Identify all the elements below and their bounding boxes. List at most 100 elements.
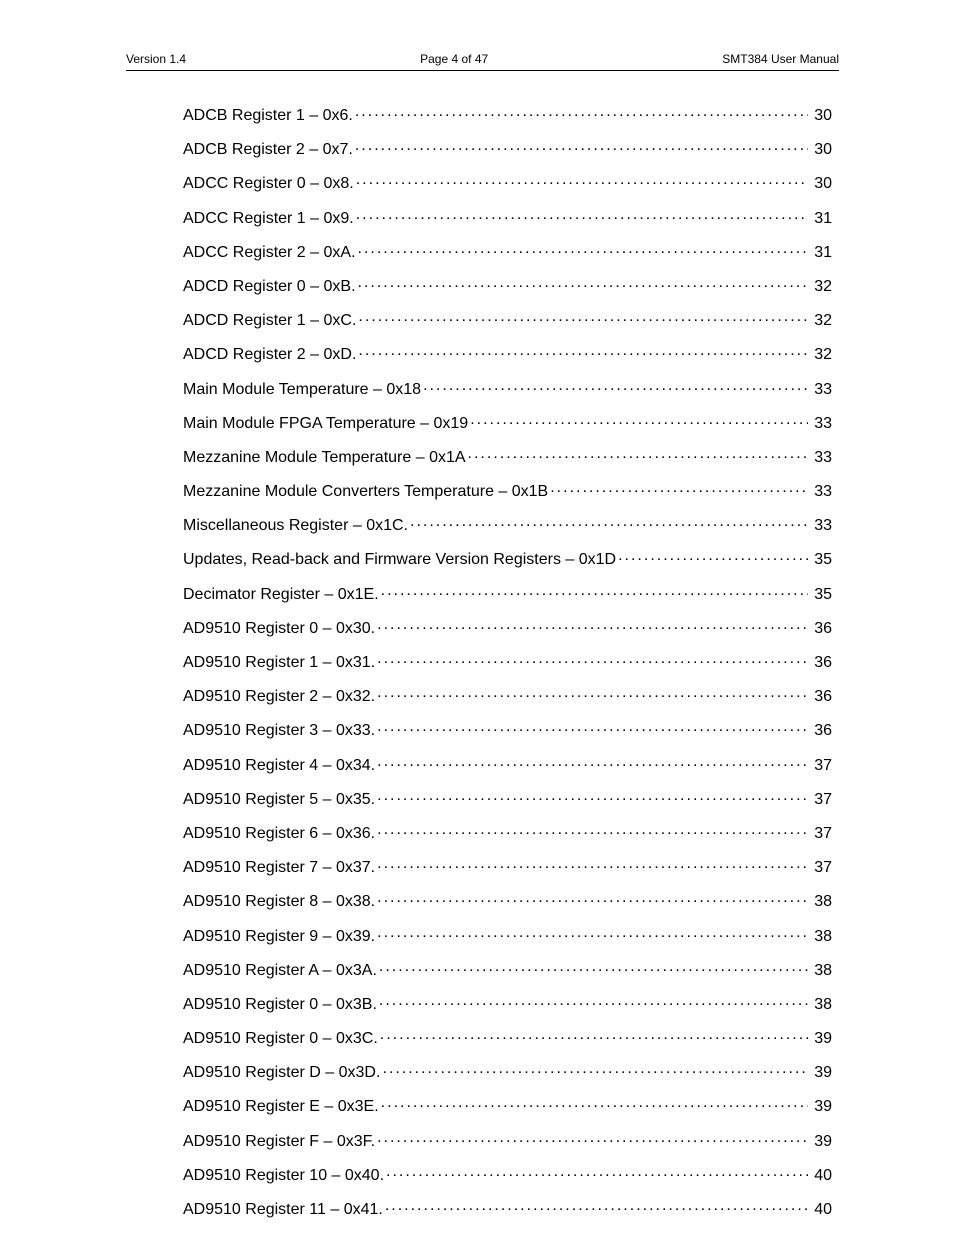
header-rule <box>126 70 839 71</box>
toc-entry[interactable]: AD9510 Register 7 – 0x37. 37 <box>183 856 832 876</box>
header-doc-title: SMT384 User Manual <box>722 52 839 66</box>
toc-entry-page: 36 <box>810 689 832 705</box>
toc-leader-dots <box>377 890 808 906</box>
toc-leader-dots <box>358 309 808 325</box>
toc-entry[interactable]: Decimator Register – 0x1E. 35 <box>183 583 832 603</box>
toc-entry[interactable]: Mezzanine Module Converters Temperature … <box>183 480 832 500</box>
toc-entry[interactable]: Mezzanine Module Temperature – 0x1A33 <box>183 446 832 466</box>
toc-entry-page: 33 <box>810 484 832 500</box>
toc-entry[interactable]: ADCC Register 2 – 0xA.31 <box>183 241 832 261</box>
toc-leader-dots <box>358 275 809 291</box>
toc-entry-title: AD9510 Register 10 – 0x40. <box>183 1168 384 1184</box>
toc-entry-title: ADCB Register 1 – 0x6. <box>183 108 353 124</box>
toc-entry-page: 37 <box>810 826 832 842</box>
toc-leader-dots <box>379 993 808 1009</box>
toc-leader-dots <box>355 104 808 120</box>
toc-entry[interactable]: ADCD Register 1 – 0xC. 32 <box>183 309 832 329</box>
toc-entry-page: 38 <box>810 929 832 945</box>
toc-entry[interactable]: AD9510 Register 4 – 0x34. 37 <box>183 754 832 774</box>
toc-entry-title: AD9510 Register 0 – 0x3B. <box>183 997 377 1013</box>
toc-entry[interactable]: Updates, Read-back and Firmware Version … <box>183 548 832 568</box>
toc-entry[interactable]: AD9510 Register 1 – 0x31. 36 <box>183 651 832 671</box>
toc-entry[interactable]: AD9510 Register A – 0x3A. 38 <box>183 959 832 979</box>
toc-entry-title: AD9510 Register D – 0x3D. <box>183 1065 380 1081</box>
toc-entry-title: Mezzanine Module Converters Temperature … <box>183 484 548 500</box>
toc-entry-page: 36 <box>810 655 832 671</box>
toc-entry[interactable]: AD9510 Register 2 – 0x32. 36 <box>183 685 832 705</box>
toc-entry[interactable]: Main Module Temperature – 0x1833 <box>183 378 832 398</box>
toc-entry[interactable]: ADCD Register 2 – 0xD.32 <box>183 343 832 363</box>
toc-leader-dots <box>377 719 808 735</box>
toc-entry[interactable]: ADCB Register 2 – 0x7.30 <box>183 138 832 158</box>
toc-entry-title: AD9510 Register E – 0x3E. <box>183 1099 379 1115</box>
toc-entry-title: ADCD Register 0 – 0xB. <box>183 279 356 295</box>
toc-entry-page: 35 <box>810 587 832 603</box>
toc-entry-title: AD9510 Register 3 – 0x33. <box>183 723 375 739</box>
toc-entry-title: AD9510 Register 0 – 0x3C. <box>183 1031 378 1047</box>
toc-leader-dots <box>381 1095 809 1111</box>
toc-leader-dots <box>377 754 808 770</box>
toc-entry-page: 38 <box>810 894 832 910</box>
toc-entry[interactable]: AD9510 Register 0 – 0x30. 36 <box>183 617 832 637</box>
toc-entry-title: AD9510 Register 6 – 0x36. <box>183 826 375 842</box>
toc-entry[interactable]: Main Module FPGA Temperature – 0x1933 <box>183 412 832 432</box>
toc-entry-title: AD9510 Register 2 – 0x32. <box>183 689 375 705</box>
toc-entry[interactable]: AD9510 Register 9 – 0x39.38 <box>183 925 832 945</box>
toc-leader-dots <box>618 548 808 564</box>
toc-entry-page: 38 <box>810 963 832 979</box>
toc-entry-title: Updates, Read-back and Firmware Version … <box>183 552 616 568</box>
toc-entry-title: Main Module Temperature – 0x18 <box>183 382 421 398</box>
toc-entry[interactable]: AD9510 Register 0 – 0x3C.39 <box>183 1027 832 1047</box>
toc-entry[interactable]: Miscellaneous Register – 0x1C.33 <box>183 514 832 534</box>
toc-entry-page: 33 <box>810 518 832 534</box>
toc-entry-page: 37 <box>810 792 832 808</box>
toc-entry-title: AD9510 Register 1 – 0x31. <box>183 655 375 671</box>
toc-entry-page: 37 <box>810 860 832 876</box>
toc-entry-page: 36 <box>810 723 832 739</box>
toc-entry[interactable]: AD9510 Register D – 0x3D.39 <box>183 1061 832 1081</box>
toc-entry-page: 35 <box>810 552 832 568</box>
toc-entry[interactable]: ADCD Register 0 – 0xB.32 <box>183 275 832 295</box>
toc-entry[interactable]: AD9510 Register 8 – 0x38. 38 <box>183 890 832 910</box>
toc-entry-page: 31 <box>810 245 832 261</box>
toc-entry[interactable]: AD9510 Register 0 – 0x3B.38 <box>183 993 832 1013</box>
header-version: Version 1.4 <box>126 52 186 66</box>
toc-leader-dots <box>356 172 808 188</box>
toc-entry-title: AD9510 Register 0 – 0x30. <box>183 621 375 637</box>
toc-entry-title: AD9510 Register A – 0x3A. <box>183 963 377 979</box>
toc-entry[interactable]: AD9510 Register 10 – 0x40. 40 <box>183 1164 832 1184</box>
toc-entry-title: AD9510 Register 7 – 0x37. <box>183 860 375 876</box>
toc-entry-page: 37 <box>810 758 832 774</box>
toc-entry-page: 40 <box>810 1168 832 1184</box>
toc-entry[interactable]: AD9510 Register E – 0x3E.39 <box>183 1095 832 1115</box>
toc-entry[interactable]: AD9510 Register 5 – 0x35.37 <box>183 788 832 808</box>
toc-entry-title: AD9510 Register 4 – 0x34. <box>183 758 375 774</box>
toc-entry-title: ADCB Register 2 – 0x7. <box>183 142 353 158</box>
toc-leader-dots <box>380 1027 808 1043</box>
toc-leader-dots <box>550 480 808 496</box>
toc-entry[interactable]: AD9510 Register 6 – 0x36. 37 <box>183 822 832 842</box>
toc-leader-dots <box>470 412 808 428</box>
toc-entry[interactable]: ADCB Register 1 – 0x6.30 <box>183 104 832 124</box>
toc-entry-title: ADCC Register 1 – 0x9. <box>183 211 354 227</box>
toc-leader-dots <box>381 583 809 599</box>
toc-entry-title: ADCD Register 2 – 0xD. <box>183 347 356 363</box>
toc-entry-page: 31 <box>810 211 832 227</box>
toc-entry[interactable]: AD9510 Register 3 – 0x33. 36 <box>183 719 832 739</box>
toc-entry-title: Mezzanine Module Temperature – 0x1A <box>183 450 466 466</box>
toc-entry-title: AD9510 Register 11 – 0x41. <box>183 1202 383 1218</box>
toc-entry-page: 32 <box>810 313 832 329</box>
toc-entry-page: 36 <box>810 621 832 637</box>
toc-leader-dots <box>377 788 808 804</box>
toc-entry[interactable]: AD9510 Register 11 – 0x41.40 <box>183 1198 832 1218</box>
toc-leader-dots <box>356 207 808 223</box>
toc-entry-page: 33 <box>810 416 832 432</box>
toc-entry-title: AD9510 Register 8 – 0x38. <box>183 894 375 910</box>
toc-entry-title: ADCC Register 0 – 0x8. <box>183 176 354 192</box>
toc-entry[interactable]: ADCC Register 1 – 0x9. 31 <box>183 207 832 227</box>
toc-entry[interactable]: ADCC Register 0 – 0x8.30 <box>183 172 832 192</box>
toc-leader-dots <box>358 241 809 257</box>
toc-entry[interactable]: AD9510 Register F – 0x3F.39 <box>183 1130 832 1150</box>
toc-entry-title: Decimator Register – 0x1E. <box>183 587 379 603</box>
toc-entry-title: ADCD Register 1 – 0xC. <box>183 313 356 329</box>
